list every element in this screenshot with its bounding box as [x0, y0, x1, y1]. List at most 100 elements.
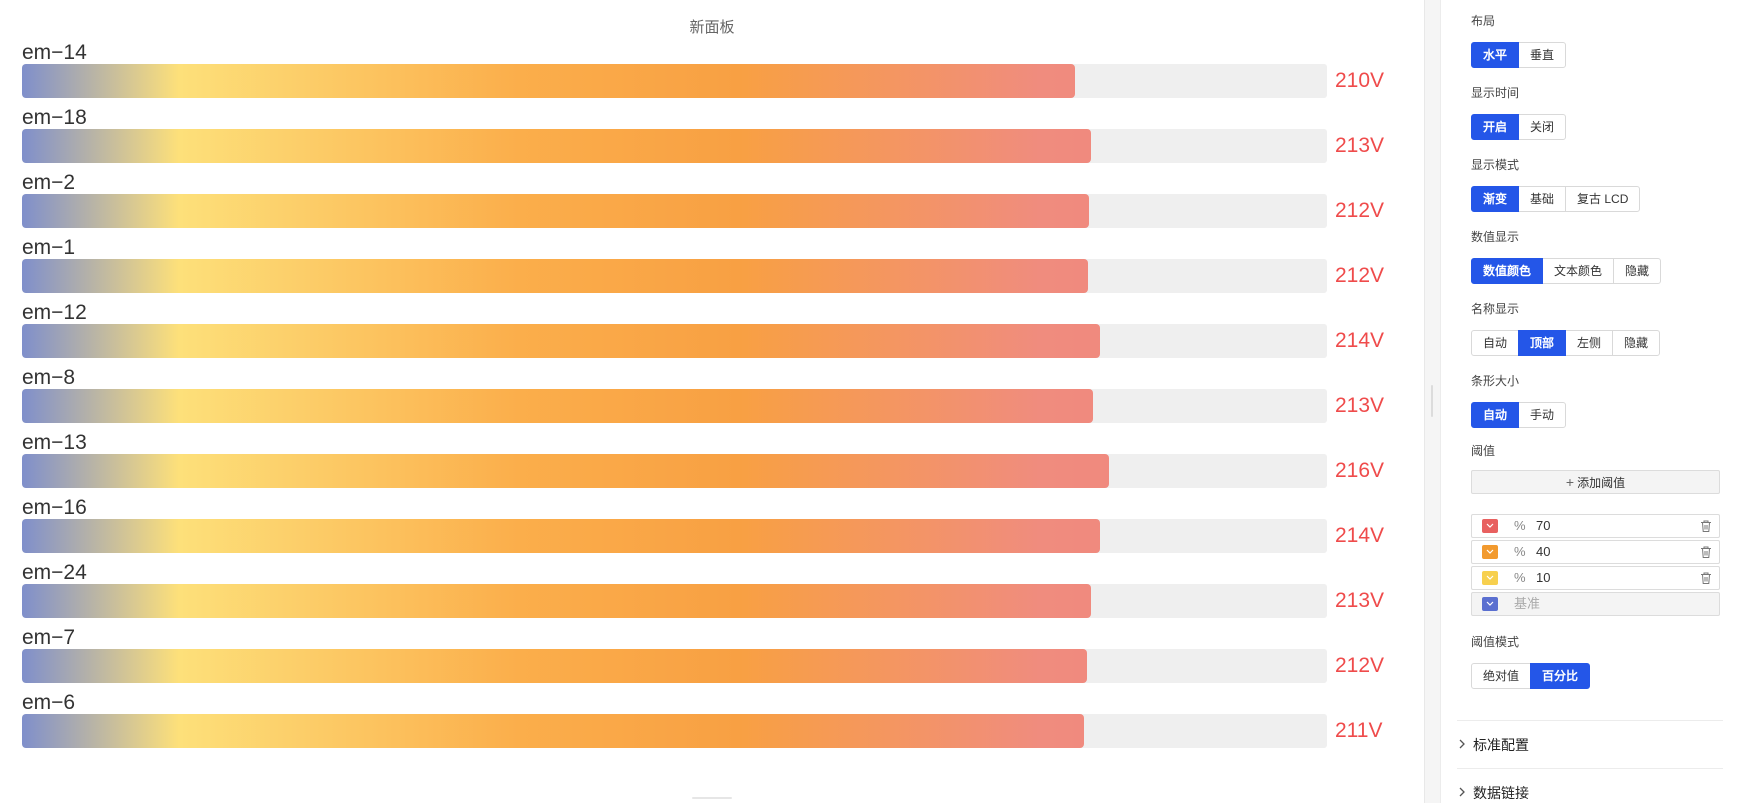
- bar-fill: [22, 389, 1093, 423]
- trash-icon[interactable]: [1699, 571, 1713, 585]
- panel-title: 新面板: [689, 19, 735, 36]
- option-button[interactable]: 基础: [1518, 186, 1567, 212]
- value-display-label: 数值显示: [1471, 230, 1520, 244]
- percent-symbol: %: [1514, 544, 1526, 559]
- bar-name-label: em−13: [22, 431, 87, 454]
- option-button[interactable]: 隐藏: [1613, 258, 1662, 284]
- bar-size-section: 条形大小 自动 手动: [1471, 372, 1567, 428]
- option-button[interactable]: 数值颜色: [1471, 258, 1544, 284]
- bar-name-label: em−24: [22, 561, 87, 584]
- bar-gauge-row: em−24 213V: [22, 562, 1422, 627]
- base-color-swatch[interactable]: [1482, 597, 1498, 611]
- option-button[interactable]: 开启: [1471, 114, 1520, 140]
- panel-splitter[interactable]: [1424, 0, 1440, 803]
- option-button[interactable]: 隐藏: [1612, 330, 1661, 356]
- layout-options: 水平 垂直: [1471, 42, 1567, 68]
- chevron-right-icon: [1459, 739, 1465, 749]
- thresholds-section: 阈值: [1471, 442, 1495, 460]
- threshold-value-input[interactable]: 70: [1536, 518, 1551, 533]
- name-display-options: 自动 顶部 左侧 隐藏: [1471, 330, 1661, 356]
- threshold-color-swatch[interactable]: [1482, 519, 1498, 533]
- bar-gauge-row: em−18 213V: [22, 107, 1422, 172]
- option-button[interactable]: 垂直: [1518, 42, 1567, 68]
- threshold-color-swatch[interactable]: [1482, 571, 1498, 585]
- option-button[interactable]: 复古 LCD: [1565, 186, 1641, 212]
- bar-name-label: em−14: [22, 41, 87, 64]
- value-display-options: 数值颜色 文本颜色 隐藏: [1471, 258, 1662, 284]
- chevron-right-icon: [1459, 787, 1465, 797]
- option-button[interactable]: 水平: [1471, 42, 1520, 68]
- option-button[interactable]: 顶部: [1518, 330, 1567, 356]
- chevron-down-icon: [1486, 575, 1494, 580]
- option-button[interactable]: 文本颜色: [1542, 258, 1615, 284]
- threshold-row: % 10: [1471, 566, 1720, 590]
- option-button[interactable]: 手动: [1518, 402, 1567, 428]
- bar-value-label: 210V: [1335, 69, 1385, 92]
- bar-gauge-row: em−2 212V: [22, 172, 1422, 237]
- bar-gauge-row: em−16 214V: [22, 497, 1422, 562]
- bar-fill: [22, 454, 1109, 488]
- plus-icon: +: [1565, 474, 1575, 490]
- bar-track: [22, 259, 1327, 293]
- threshold-value-input[interactable]: 10: [1536, 570, 1551, 585]
- bar-gauge-row: em−14 210V: [22, 42, 1422, 107]
- bar-value-label: 212V: [1335, 199, 1385, 222]
- data-links-collapse[interactable]: 数据链接: [1457, 768, 1723, 803]
- chevron-down-icon: [1486, 549, 1494, 554]
- show-time-section: 显示时间 开启 关闭: [1471, 84, 1567, 140]
- bar-fill: [22, 584, 1091, 618]
- name-display-section: 名称显示 自动 顶部 左侧 隐藏: [1471, 300, 1661, 356]
- option-button[interactable]: 百分比: [1530, 663, 1591, 689]
- bar-fill: [22, 714, 1084, 748]
- bar-name-label: em−2: [22, 171, 76, 194]
- threshold-value-input[interactable]: 40: [1536, 544, 1551, 559]
- bar-track: [22, 584, 1327, 618]
- option-button[interactable]: 绝对值: [1471, 663, 1532, 689]
- layout-section: 布局 水平 垂直: [1471, 12, 1567, 68]
- base-label: 基准: [1514, 596, 1541, 611]
- bar-value-label: 213V: [1335, 394, 1385, 417]
- standard-options-collapse[interactable]: 标准配置: [1457, 720, 1723, 764]
- option-button[interactable]: 左侧: [1565, 330, 1614, 356]
- bar-name-label: em−1: [22, 236, 76, 259]
- option-button[interactable]: 自动: [1471, 402, 1520, 428]
- splitter-handle[interactable]: [1431, 385, 1433, 417]
- trash-icon[interactable]: [1699, 519, 1713, 533]
- show-time-options: 开启 关闭: [1471, 114, 1567, 140]
- thresholds-label: 阈值: [1471, 444, 1496, 458]
- bar-fill: [22, 129, 1091, 163]
- bar-track: [22, 519, 1327, 553]
- scroll-indicator: [692, 797, 732, 799]
- chevron-down-icon: [1486, 523, 1494, 528]
- trash-icon[interactable]: [1699, 545, 1713, 559]
- bar-fill: [22, 194, 1089, 228]
- option-button[interactable]: 自动: [1471, 330, 1520, 356]
- bar-value-label: 216V: [1335, 459, 1385, 482]
- bar-fill: [22, 324, 1100, 358]
- bar-value-label: 213V: [1335, 134, 1385, 157]
- display-mode-options: 渐变 基础 复古 LCD: [1471, 186, 1641, 212]
- threshold-mode-section: 阈值模式 绝对值 百分比: [1471, 633, 1591, 689]
- bar-track: [22, 324, 1327, 358]
- options-pane: 布局 水平 垂直 显示时间 开启 关闭 显示模式 渐变 基础 复古 LCD 数值显示 数…: [1440, 0, 1738, 803]
- percent-symbol: %: [1514, 570, 1526, 585]
- bar-size-options: 自动 手动: [1471, 402, 1567, 428]
- add-threshold-button[interactable]: + 添加阈值: [1471, 470, 1720, 494]
- data-links-title: 数据链接: [1473, 785, 1529, 801]
- threshold-row: % 40: [1471, 540, 1720, 564]
- threshold-row: % 70: [1471, 514, 1720, 538]
- threshold-color-swatch[interactable]: [1482, 545, 1498, 559]
- bar-fill: [22, 64, 1075, 98]
- bar-name-label: em−7: [22, 626, 76, 649]
- bar-gauge-row: em−13 216V: [22, 432, 1422, 497]
- bar-gauge-row: em−8 213V: [22, 367, 1422, 432]
- bar-name-label: em−12: [22, 301, 87, 324]
- bar-gauge-row: em−7 212V: [22, 627, 1422, 692]
- bar-value-label: 211V: [1335, 719, 1383, 742]
- option-button[interactable]: 关闭: [1518, 114, 1567, 140]
- bar-fill: [22, 259, 1088, 293]
- value-display-section: 数值显示 数值颜色 文本颜色 隐藏: [1471, 228, 1662, 284]
- display-mode-section: 显示模式 渐变 基础 复古 LCD: [1471, 156, 1641, 212]
- option-button[interactable]: 渐变: [1471, 186, 1520, 212]
